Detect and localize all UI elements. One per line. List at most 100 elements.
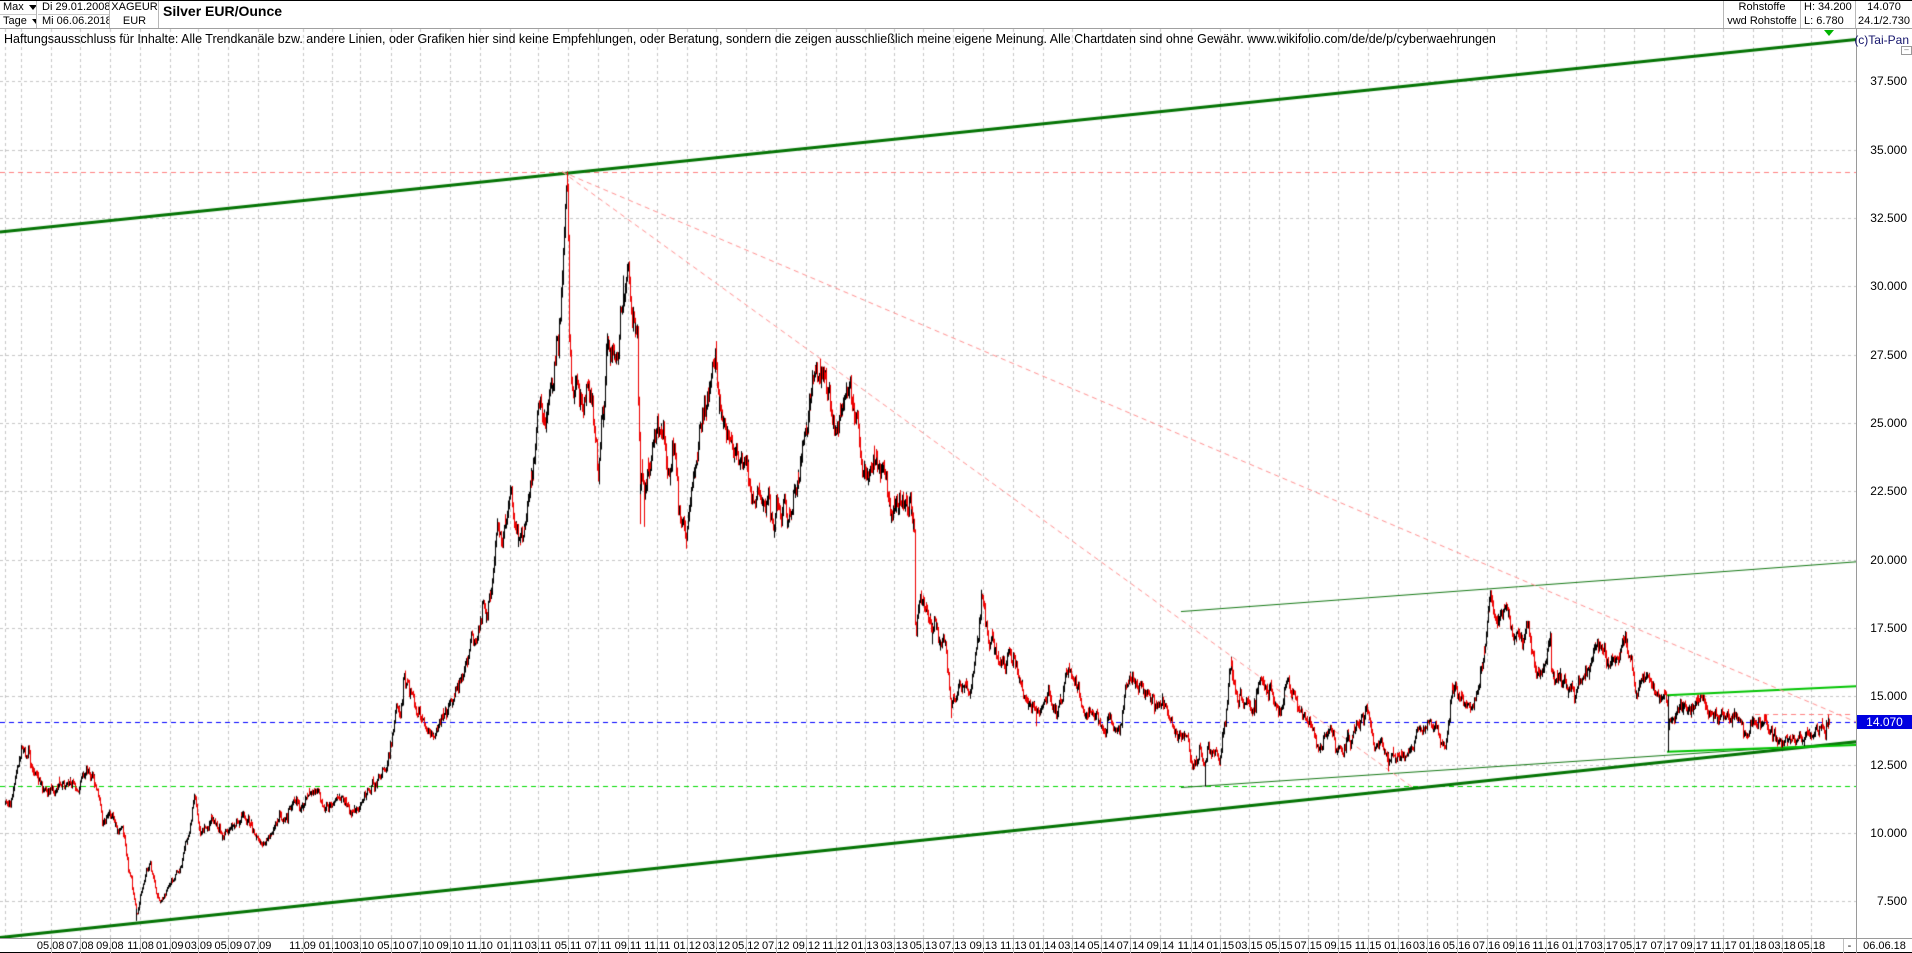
x-axis-separator (420, 939, 421, 953)
alltime-high-label: H: 34.200 (1804, 1, 1852, 13)
x-axis-separator (806, 939, 807, 953)
x-axis-tick-label: 01.14 (1028, 940, 1057, 952)
chart-plot-area: Haftungsausschluss für Inhalte: Alle Tre… (0, 29, 1856, 938)
x-axis-tick-label: 01.15 (1206, 940, 1235, 952)
x-axis-tick-label: 01.17 (1561, 940, 1590, 952)
header-cell-divider (38, 14, 109, 15)
x-axis-tick-label: 07.11 (584, 940, 612, 952)
x-axis-tick-label: 01.11 (496, 940, 524, 952)
y-axis-tick-label: 7.500 (1876, 894, 1907, 909)
alltime-low-label: L: 6.780 (1804, 15, 1844, 27)
x-axis-tick-label: 03.12 (702, 940, 731, 952)
y-axis-tick-label: 30.000 (1870, 279, 1907, 294)
interval-caret-icon (31, 18, 36, 24)
y-axis-tick-label: 17.500 (1870, 620, 1907, 635)
x-axis-tick-label: 07.17 (1650, 940, 1678, 952)
interval-dropdown-label: Tage (3, 15, 27, 27)
x-axis-separator (1576, 939, 1577, 953)
x-axis-tick-label: 01.09 (156, 940, 184, 952)
x-axis-separator (450, 939, 451, 953)
x-axis-separator (628, 939, 629, 953)
x-axis-separator (1072, 939, 1073, 953)
x-axis-tick-label: 07.14 (1116, 940, 1145, 952)
x-axis-tick-label: 09.15 (1324, 940, 1352, 952)
x-axis-tick-label: 05.09 (214, 940, 243, 952)
x-axis-tick-label: 05.08 (36, 940, 65, 952)
x-axis-separator (1368, 939, 1369, 953)
x-axis-tick-label: 05.10 (377, 940, 405, 952)
x-axis-tick-label: 01.16 (1384, 940, 1412, 952)
last-bar-marker-icon (1824, 30, 1834, 36)
last-info-label: 24.1/2.730 (1858, 15, 1910, 27)
x-axis-separator (1398, 939, 1399, 953)
symbol-code: XAGEUR (111, 1, 158, 13)
x-axis-tick-label: 03.17 (1590, 940, 1619, 952)
x-axis-tick-label: 11.11 (644, 940, 671, 952)
feed-cell: Rohstoffe vwd Rohstoffe (1723, 1, 1801, 28)
x-axis-separator (1191, 939, 1192, 953)
y-axis-tick-label: 22.500 (1870, 484, 1907, 499)
x-axis-tick-label: 07.16 (1472, 940, 1501, 952)
symbol-cell: XAGEUR EUR (111, 1, 159, 28)
interval-dropdown[interactable]: Tage (0, 15, 36, 28)
x-axis-separator (568, 939, 569, 953)
x-axis: 05.08 07.08 09.08 11.08 01.09 03.09 05.09 07.09… (0, 938, 1912, 953)
x-axis-separator (1782, 939, 1783, 953)
x-axis-separator (1101, 939, 1102, 953)
x-axis-separator (687, 939, 688, 953)
x-axis-separator (1634, 939, 1635, 953)
x-axis-separator (538, 939, 539, 953)
x-axis-separator (716, 939, 717, 953)
y-axis-tick-label: 15.000 (1870, 689, 1907, 704)
header-cell-divider (0, 14, 36, 15)
symbol-currency: EUR (122, 15, 147, 27)
x-axis-separator (1249, 939, 1250, 953)
date-range-cell: Di 29.01.2008 Mi 06.06.2018 (38, 1, 110, 28)
x-axis-tick-label: 09.14 (1146, 940, 1175, 952)
date-to: Mi 06.06.2018 (42, 15, 109, 27)
x-axis-tick-label: 11.16 (1532, 940, 1560, 952)
price-chart-canvas[interactable] (0, 29, 1856, 938)
x-axis-separator (1723, 939, 1724, 953)
x-axis-separator (391, 939, 392, 953)
x-axis-separator (1338, 939, 1339, 953)
y-axis-tick-label: 32.500 (1870, 211, 1907, 226)
x-axis-separator (1220, 939, 1221, 953)
x-axis-tick-label: 03.14 (1058, 940, 1086, 952)
x-axis-separator (1013, 939, 1014, 953)
x-axis-separator (51, 939, 52, 953)
feed-category: Rohstoffe (1738, 1, 1786, 13)
last-price-label: 14.070 (1867, 1, 1901, 13)
x-axis-tick-label: 03.15 (1235, 940, 1263, 952)
x-axis-separator (1487, 939, 1488, 953)
x-axis-tick-label: 11.13 (999, 940, 1027, 952)
x-axis-separator (836, 939, 837, 953)
x-axis-tick-label: 03.16 (1412, 940, 1441, 952)
x-axis-separator (1811, 939, 1812, 953)
x-axis-tick-label: 09.13 (969, 940, 998, 952)
x-axis-tick-label: 09.10 (436, 940, 465, 952)
x-axis-tick-label: 03.18 (1768, 940, 1796, 952)
x-axis-separator (80, 939, 81, 953)
x-axis-tick-label: 09.17 (1680, 940, 1708, 952)
y-axis-tick-label: 25.000 (1870, 416, 1907, 431)
x-axis-separator (1516, 939, 1517, 953)
y-axis-tick-label: 35.000 (1870, 142, 1907, 157)
x-axis-tick-label: 07.10 (406, 940, 435, 952)
x-axis-last-cell: - (1847, 940, 1852, 952)
x-axis-tick-label: 11.17 (1710, 940, 1737, 952)
period-dropdown[interactable]: Max (0, 1, 36, 14)
x-axis-separator (1427, 939, 1428, 953)
x-axis-separator (1546, 939, 1547, 953)
x-axis-separator (303, 939, 304, 953)
x-axis-separator (923, 939, 924, 953)
x-axis-tick-label: 03.09 (184, 940, 213, 952)
x-axis-separator (198, 939, 199, 953)
x-axis-separator (1753, 939, 1754, 953)
x-axis-separator (865, 939, 866, 953)
last-quote-cell: 14.070 24.1/2.730 (1856, 1, 1912, 28)
x-axis-separator (140, 939, 141, 953)
x-axis-tick-label: 11.08 (127, 940, 154, 952)
x-axis-tick-label: 11.14 (1177, 940, 1205, 952)
minimize-pane-button[interactable]: – (1901, 46, 1912, 55)
